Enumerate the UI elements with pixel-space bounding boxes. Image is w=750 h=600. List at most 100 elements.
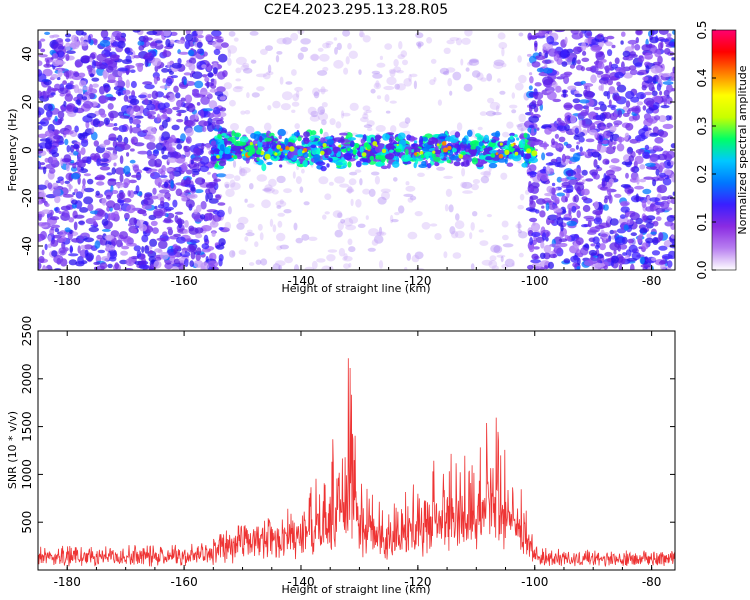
heatmap-cell (234, 132, 242, 138)
heatmap-cell (605, 146, 616, 155)
heatmap-cell (343, 253, 348, 261)
heatmap-cell (174, 211, 184, 215)
heatmap-cell (155, 40, 163, 44)
heatmap-cell (547, 91, 557, 101)
heatmap-cell (616, 143, 625, 152)
heatmap-cell (553, 207, 563, 213)
heatmap-cell (93, 261, 101, 266)
heatmap-cell (338, 144, 342, 148)
heatmap-cell (202, 74, 208, 78)
heatmap-cell (409, 73, 418, 78)
heatmap-cell (564, 36, 568, 45)
heatmap-cell (582, 124, 591, 129)
heatmap-cell (63, 100, 67, 108)
heatmap-cell (211, 121, 216, 130)
heatmap-cell (570, 255, 580, 263)
heatmap-cell (581, 42, 587, 52)
heatmap-cell (637, 55, 645, 63)
heatmap-cell (639, 228, 648, 234)
heatmap-cell (609, 218, 619, 226)
heatmap-cell (183, 78, 187, 86)
heatmap-cell (118, 111, 124, 117)
heatmap-cell (552, 98, 561, 103)
heatmap-cell (317, 70, 328, 76)
heatmap-cell (613, 230, 617, 234)
heatmap-cell (329, 118, 336, 126)
heatmap-cell (79, 207, 89, 213)
heatmap-cell (560, 122, 568, 126)
heatmap-cell (544, 52, 549, 59)
heatmap-cell (516, 137, 520, 141)
heatmap-cell (219, 150, 224, 156)
heatmap-cell (461, 181, 473, 189)
heatmap-cell (322, 66, 329, 72)
heatmap-cell (573, 103, 583, 110)
heatmap-cell (91, 59, 97, 69)
heatmap-cell (323, 148, 332, 155)
heatmap-cell (178, 51, 189, 55)
heatmap-cell (396, 70, 404, 74)
heatmap-cell (559, 178, 569, 182)
heatmap-cell (313, 154, 321, 161)
heatmap-cell (92, 68, 96, 75)
heatmap-cell (82, 86, 91, 91)
heatmap-cell (479, 155, 486, 160)
x-tick-label: -120 (404, 274, 431, 288)
colorbar-tick-label: 0.2 (695, 164, 709, 183)
heatmap-cell (204, 82, 214, 87)
heatmap-cell (147, 115, 156, 120)
heatmap-cell (120, 242, 124, 247)
heatmap-cell (130, 69, 136, 73)
heatmap-cell (171, 124, 180, 131)
heatmap-cell (390, 125, 397, 133)
heatmap-cell (45, 163, 56, 169)
heatmap-cell (310, 130, 317, 136)
heatmap-cell (275, 55, 280, 63)
heatmap-cell (396, 83, 406, 91)
heatmap-cell (72, 192, 76, 196)
heatmap-cell (362, 188, 371, 195)
heatmap-cell (180, 97, 186, 102)
heatmap-cell (443, 47, 451, 54)
heatmap-cell (380, 155, 386, 163)
heatmap-cell (562, 89, 567, 98)
heatmap-cell (401, 154, 411, 162)
heatmap-cell (162, 50, 172, 58)
heatmap-cell (154, 248, 163, 253)
heatmap-cell (389, 214, 394, 224)
heatmap-cell (574, 47, 583, 52)
heatmap-cell (645, 65, 650, 74)
heatmap-cell (539, 260, 551, 267)
heatmap-cell (600, 82, 604, 92)
heatmap-cell (585, 178, 594, 182)
heatmap-cell (250, 132, 257, 139)
heatmap-cell (52, 182, 59, 188)
heatmap-cell (335, 121, 342, 129)
heatmap-cell (244, 145, 255, 151)
heatmap-cell (149, 135, 156, 143)
heatmap-cell (564, 196, 569, 203)
heatmap-cell (106, 147, 116, 151)
heatmap-cell (240, 149, 243, 152)
heatmap-cell (108, 212, 115, 221)
heatmap-cell (276, 175, 286, 184)
heatmap-cell (663, 98, 667, 107)
heatmap-cell (534, 82, 542, 87)
heatmap-cell (158, 240, 168, 250)
heatmap-cell (309, 135, 315, 141)
heatmap-cell (328, 181, 334, 186)
heatmap-cell (207, 117, 213, 126)
heatmap-cell (183, 179, 191, 186)
heatmap-cell (142, 35, 149, 43)
heatmap-cell (561, 153, 567, 163)
heatmap-cell (208, 260, 219, 268)
heatmap-cell (89, 83, 93, 93)
heatmap-cell (302, 160, 308, 168)
heatmap-cell (394, 212, 400, 216)
heatmap-cell (384, 153, 394, 160)
heatmap-cell (645, 237, 654, 244)
heatmap-cell (181, 162, 187, 172)
heatmap-cell (539, 210, 546, 218)
heatmap-cell (129, 98, 140, 106)
heatmap-cell (163, 167, 174, 172)
